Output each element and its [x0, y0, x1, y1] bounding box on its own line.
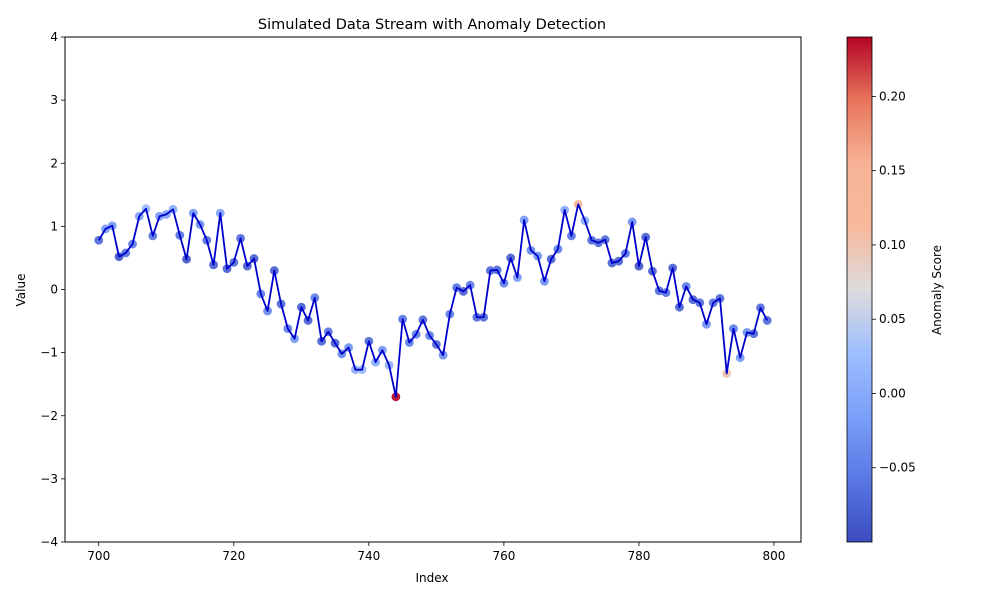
plot-frame — [64, 36, 802, 543]
y-tick-label: 3 — [50, 93, 58, 107]
data-point — [94, 235, 104, 245]
y-tick-label: −1 — [40, 346, 58, 360]
x-axis-label: Index — [415, 571, 448, 585]
y-tick-label: 4 — [50, 30, 58, 44]
colorbar: −0.05 0.00 0.05 0.10 0.15 0.20 Anomaly Score — [846, 36, 944, 543]
y-axis: −4 −3 −2 −1 0 1 2 3 4 — [40, 30, 65, 549]
colorbar-label: Anomaly Score — [930, 245, 944, 335]
y-tick-label: −3 — [40, 472, 58, 486]
y-tick-label: −2 — [40, 409, 58, 423]
colorbar-tick-label: 0.20 — [879, 89, 906, 103]
colorbar-tick-label: 0.00 — [879, 386, 906, 400]
x-tick-label: 700 — [87, 549, 110, 563]
x-tick-label: 800 — [763, 549, 786, 563]
y-tick-label: −4 — [40, 535, 58, 549]
colorbar-tick-label: 0.15 — [879, 164, 906, 178]
x-tick-label: 720 — [222, 549, 245, 563]
y-tick-label: 2 — [50, 156, 58, 170]
plot-area — [94, 199, 772, 402]
series-line — [97, 203, 769, 398]
x-tick-label: 780 — [627, 549, 650, 563]
colorbar-gradient — [846, 36, 873, 543]
data-point — [762, 316, 772, 325]
colorbar-tick-label: 0.05 — [879, 312, 906, 326]
x-tick-label: 760 — [492, 549, 515, 563]
chart-title: Simulated Data Stream with Anomaly Detec… — [258, 17, 606, 33]
y-tick-label: 0 — [50, 283, 58, 297]
y-axis-label: Value — [14, 274, 28, 307]
colorbar-ticks: −0.05 0.00 0.05 0.10 0.15 0.20 — [872, 89, 916, 475]
x-tick-label: 740 — [357, 549, 380, 563]
x-axis: 700 720 740 760 780 800 — [87, 542, 785, 563]
colorbar-tick-label: 0.10 — [879, 238, 906, 252]
y-tick-label: 1 — [50, 219, 58, 233]
colorbar-tick-label: −0.05 — [879, 461, 916, 475]
